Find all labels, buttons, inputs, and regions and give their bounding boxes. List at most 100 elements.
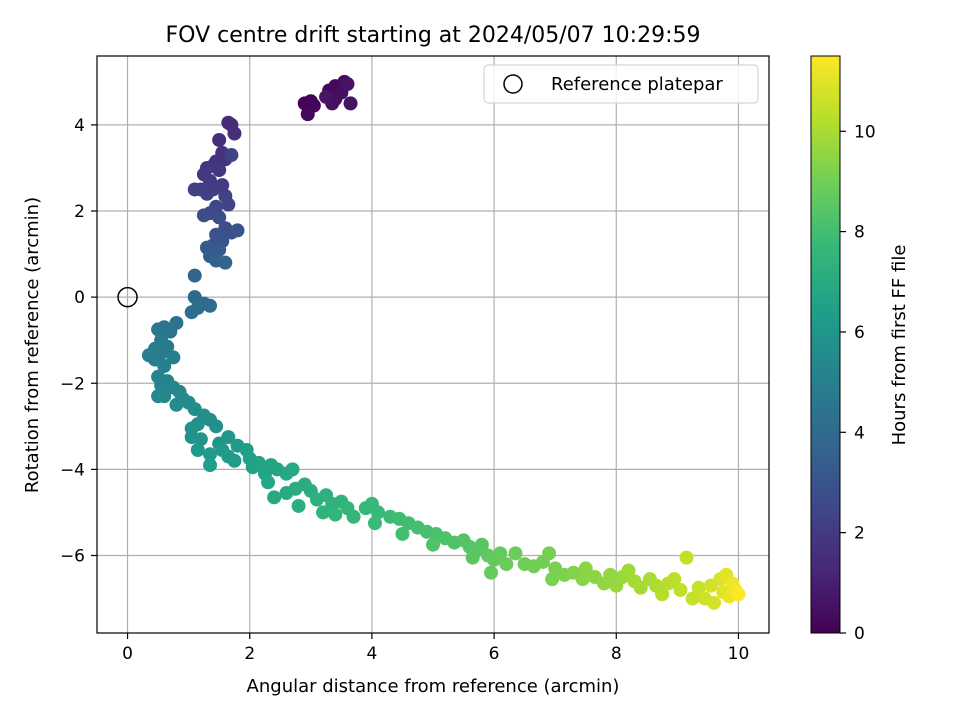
data-point <box>465 550 480 565</box>
data-point <box>340 76 355 91</box>
data-point <box>196 208 211 223</box>
colorbar-tick-label: 10 <box>854 122 876 142</box>
colorbar-gradient <box>810 55 841 634</box>
data-point <box>157 359 172 374</box>
colorbar-tick-label: 0 <box>854 624 865 644</box>
legend: Reference platepar <box>483 64 759 104</box>
data-point <box>151 389 166 404</box>
data-point <box>316 505 331 520</box>
data-point <box>224 148 239 163</box>
colorbar-tick-label: 4 <box>854 423 865 443</box>
data-point <box>227 126 242 141</box>
data-point <box>679 550 694 565</box>
data-point <box>187 182 202 197</box>
data-point <box>575 572 590 587</box>
data-points <box>141 74 746 610</box>
data-point <box>261 475 276 490</box>
data-point <box>545 572 560 587</box>
data-point <box>221 197 236 212</box>
colorbar: 0 2 4 6 8 10 Hours from first FF file <box>810 55 910 644</box>
data-point <box>163 324 178 339</box>
axis-ticks: 0 2 4 6 8 10 −6 −4 −2 0 2 4 <box>60 116 749 664</box>
data-point <box>267 490 282 505</box>
data-point <box>203 458 218 473</box>
x-tick-label: 0 <box>122 644 133 664</box>
data-point <box>673 582 688 597</box>
colorbar-label: Hours from first FF file <box>889 245 910 446</box>
reference-platepar-marker <box>117 286 138 308</box>
data-point <box>169 397 184 412</box>
data-point <box>151 322 166 337</box>
data-point <box>291 498 306 513</box>
x-tick-label: 10 <box>728 644 750 664</box>
data-point <box>193 432 208 447</box>
chart-title: FOV centre drift starting at 2024/05/07 … <box>166 23 701 48</box>
data-point <box>190 442 205 457</box>
data-point <box>499 557 514 572</box>
data-point <box>319 89 334 104</box>
data-point <box>230 223 245 238</box>
data-point <box>578 561 593 576</box>
data-point <box>484 565 499 580</box>
y-tick-label: 0 <box>74 288 85 308</box>
y-tick-label: −4 <box>60 460 85 480</box>
legend-marker-hollow-circle <box>503 74 523 94</box>
data-point <box>633 580 648 595</box>
data-point <box>251 455 266 470</box>
data-point <box>395 526 410 541</box>
data-point <box>203 447 218 462</box>
data-point <box>707 595 722 610</box>
data-point <box>212 210 227 225</box>
data-point <box>300 107 315 122</box>
y-tick-label: −6 <box>60 546 85 566</box>
data-point <box>212 163 227 178</box>
data-point <box>285 462 300 477</box>
colorbar-tick-label: 2 <box>854 524 865 544</box>
data-point <box>184 305 199 320</box>
data-point <box>508 546 523 561</box>
data-point <box>227 453 242 468</box>
x-tick-label: 6 <box>489 644 500 664</box>
legend-box <box>483 64 759 104</box>
data-point <box>621 563 636 578</box>
y-tick-label: −2 <box>60 374 85 394</box>
legend-label: Reference platepar <box>551 74 723 95</box>
data-point <box>346 509 361 524</box>
data-point <box>209 419 224 434</box>
data-point <box>371 505 386 520</box>
data-point <box>667 572 682 587</box>
data-point <box>493 546 508 561</box>
colorbar-ticks: 0 2 4 6 8 10 <box>840 122 876 644</box>
data-point <box>655 587 670 602</box>
data-point <box>166 350 181 365</box>
y-tick-label: 2 <box>74 202 85 222</box>
data-point <box>603 567 618 582</box>
plot-frame <box>96 55 770 634</box>
data-point <box>367 516 382 531</box>
data-point <box>154 378 169 393</box>
colorbar-tick-label: 8 <box>854 223 865 243</box>
x-tick-label: 8 <box>611 644 622 664</box>
data-point <box>212 132 227 147</box>
colorbar-tick-label: 6 <box>854 323 865 343</box>
reference-marker <box>117 286 138 308</box>
data-point <box>218 255 233 270</box>
x-tick-label: 2 <box>244 644 255 664</box>
x-tick-label: 4 <box>366 644 377 664</box>
data-point <box>187 268 202 283</box>
data-point <box>542 546 557 561</box>
y-axis-label: Rotation from reference (arcmin) <box>22 197 43 493</box>
data-point <box>691 580 706 595</box>
data-point <box>221 430 236 445</box>
data-point <box>199 186 214 201</box>
x-axis-label: Angular distance from reference (arcmin) <box>247 676 620 697</box>
data-point <box>203 298 218 313</box>
data-point <box>685 591 700 606</box>
data-point <box>328 507 343 522</box>
data-point <box>426 537 440 552</box>
y-tick-label: 4 <box>74 116 85 136</box>
data-point <box>474 537 489 552</box>
data-point <box>731 587 746 602</box>
